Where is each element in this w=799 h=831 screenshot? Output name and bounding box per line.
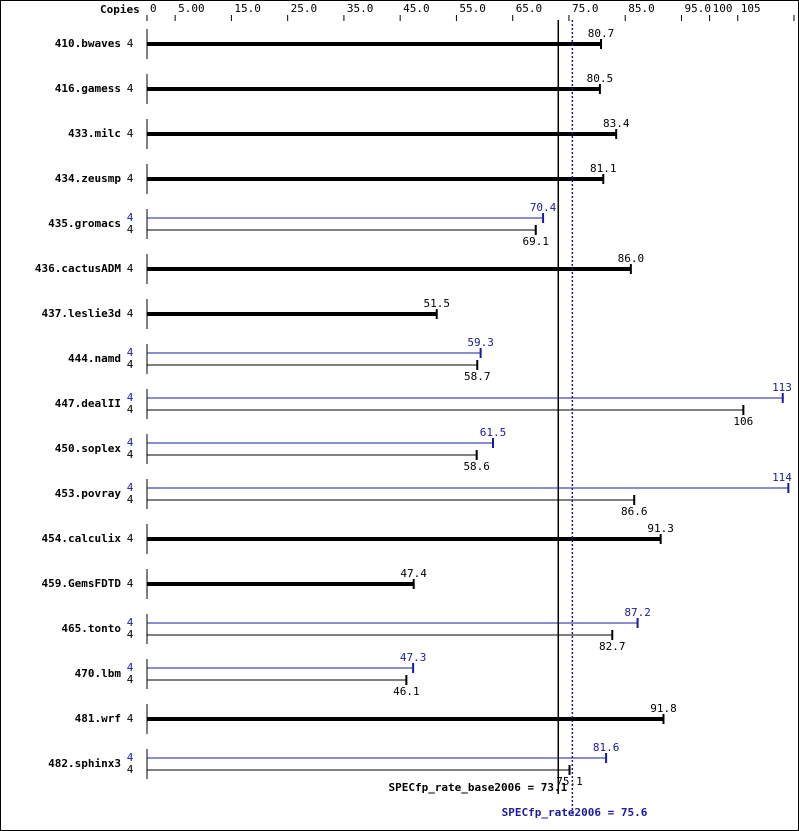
copies: 4: [127, 661, 134, 674]
benchmark-label: 436.cactusADM: [35, 262, 121, 275]
benchmark-label: 444.namd: [68, 352, 121, 365]
x-tick-label: 25.0: [291, 2, 318, 15]
copies: 4: [127, 346, 134, 359]
reference-label: SPECfp_rate2006 = 75.6: [502, 806, 648, 819]
value-label: 81.1: [590, 162, 617, 175]
value-label: 113: [772, 381, 792, 394]
copies: 4: [127, 616, 134, 629]
value-label: 69.1: [523, 235, 550, 248]
benchmark-label: 465.tonto: [61, 622, 121, 635]
value-label: 46.1: [393, 685, 420, 698]
value-label: 51.5: [423, 297, 450, 310]
copies: 4: [127, 37, 134, 50]
x-tick-label: 105: [741, 2, 761, 15]
x-tick-label: 15.0: [234, 2, 260, 15]
copies-header: Copies: [100, 3, 140, 16]
value-label: 82.7: [599, 640, 626, 653]
reference-label: SPECfp_rate_base2006 = 73.1: [388, 781, 567, 794]
copies: 4: [127, 751, 134, 764]
value-label: 91.8: [650, 702, 677, 715]
copies: 4: [127, 358, 134, 371]
benchmark-label: 450.soplex: [55, 442, 122, 455]
copies: 4: [127, 82, 134, 95]
benchmark-label: 433.milc: [68, 127, 121, 140]
copies: 4: [127, 532, 134, 545]
value-label: 83.4: [603, 117, 630, 130]
benchmark-label: 454.calculix: [42, 532, 122, 545]
value-label: 91.3: [647, 522, 674, 535]
benchmark-label: 470.lbm: [75, 667, 122, 680]
copies: 4: [127, 223, 134, 236]
benchmark-label: 459.GemsFDTD: [42, 577, 122, 590]
copies: 4: [127, 481, 134, 494]
value-label: 106: [733, 415, 753, 428]
copies: 4: [127, 307, 134, 320]
value-label: 58.7: [464, 370, 491, 383]
benchmark-label: 482.sphinx3: [48, 757, 121, 770]
copies: 4: [127, 436, 134, 449]
x-tick-label: 35.0: [347, 2, 374, 15]
copies: 4: [127, 403, 134, 416]
x-tick-label: 65.0: [516, 2, 543, 15]
benchmark-label: 437.leslie3d: [42, 307, 121, 320]
copies: 4: [127, 493, 134, 506]
copies: 4: [127, 712, 134, 725]
value-label: 47.4: [400, 567, 427, 580]
copies: 4: [127, 127, 134, 140]
copies: 4: [127, 211, 134, 224]
value-label: 81.6: [593, 741, 620, 754]
value-label: 80.7: [588, 27, 615, 40]
x-tick-label: 85.0: [628, 2, 655, 15]
benchmark-label: 435.gromacs: [48, 217, 121, 230]
benchmark-label: 416.gamess: [55, 82, 121, 95]
value-label: 75.1: [556, 775, 583, 788]
copies: 4: [127, 628, 134, 641]
copies: 4: [127, 763, 134, 776]
value-label: 61.5: [480, 426, 507, 439]
benchmark-label: 453.povray: [55, 487, 122, 500]
x-tick-label: 100: [713, 2, 733, 15]
value-label: 86.0: [618, 252, 645, 265]
value-label: 70.4: [530, 201, 557, 214]
copies: 4: [127, 448, 134, 461]
x-tick-label: 95.0: [684, 2, 711, 15]
value-label: 114: [772, 471, 792, 484]
value-label: 80.5: [587, 72, 614, 85]
value-label: 87.2: [624, 606, 651, 619]
copies: 4: [127, 262, 134, 275]
value-label: 59.3: [467, 336, 494, 349]
copies: 4: [127, 673, 134, 686]
value-label: 58.6: [463, 460, 490, 473]
x-tick-label: 5.00: [178, 2, 205, 15]
x-tick-label: 55.0: [459, 2, 486, 15]
x-tick-label: 115: [797, 2, 799, 15]
benchmark-label: 481.wrf: [75, 712, 121, 725]
copies: 4: [127, 391, 134, 404]
x-tick-label: 45.0: [403, 2, 430, 15]
benchmark-label: 447.dealII: [55, 397, 121, 410]
x-tick-label: 75.0: [572, 2, 599, 15]
copies: 4: [127, 577, 134, 590]
copies: 4: [127, 172, 134, 185]
benchmark-label: 410.bwaves: [55, 37, 121, 50]
value-label: 47.3: [400, 651, 427, 664]
x-tick-label: 0: [150, 2, 157, 15]
value-label: 86.6: [621, 505, 648, 518]
benchmark-label: 434.zeusmp: [55, 172, 122, 185]
